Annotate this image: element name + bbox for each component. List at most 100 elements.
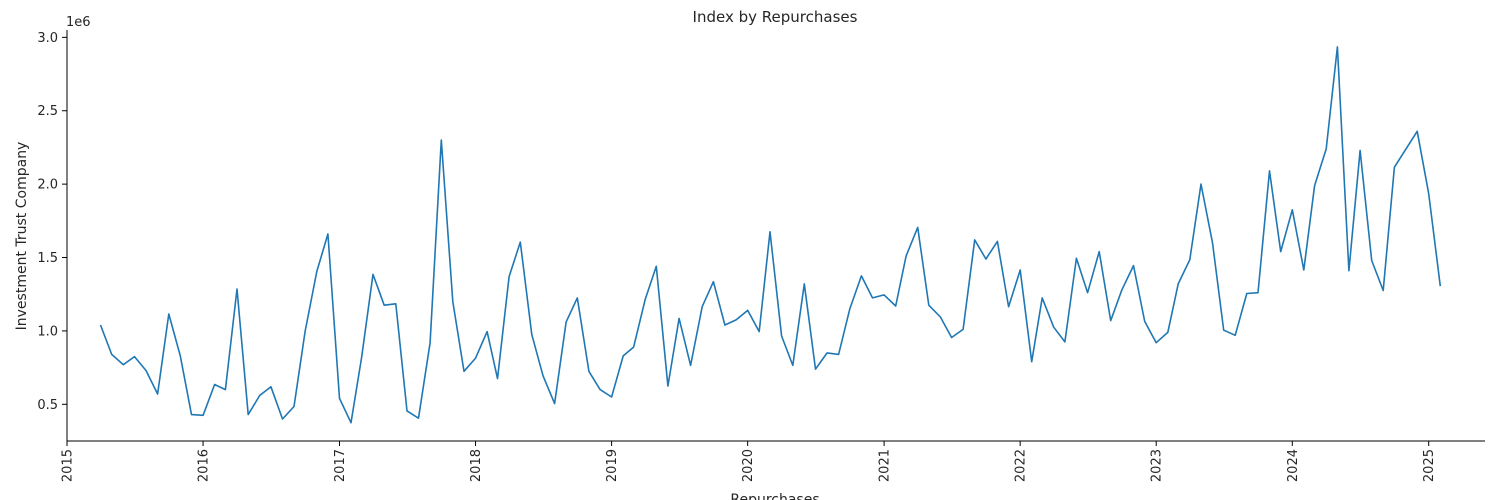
data-point	[350, 422, 352, 424]
data-point	[1416, 131, 1418, 133]
data-point	[633, 346, 635, 348]
data-point	[622, 355, 624, 357]
data-point	[1269, 170, 1271, 172]
data-point	[1041, 297, 1043, 299]
data-point	[191, 414, 193, 416]
data-point	[316, 271, 318, 273]
data-point	[1223, 329, 1225, 331]
data-point	[940, 316, 942, 318]
chart-title: Index by Repurchases	[693, 8, 858, 26]
data-point	[1144, 321, 1146, 323]
data-point	[1189, 259, 1191, 261]
data-point	[202, 415, 204, 417]
data-point	[1337, 46, 1339, 48]
data-point	[1303, 269, 1305, 271]
x-tick-label: 2015	[61, 449, 76, 482]
data-point	[1382, 290, 1384, 292]
data-point	[1371, 260, 1373, 262]
data-point	[327, 233, 329, 235]
data-point	[508, 276, 510, 278]
data-point	[1098, 251, 1100, 253]
data-point	[259, 395, 261, 397]
data-point	[383, 304, 385, 306]
data-point	[304, 330, 306, 332]
data-point	[236, 288, 238, 290]
data-point	[701, 306, 703, 308]
data-point	[1246, 293, 1248, 295]
series-line	[99, 46, 1442, 424]
data-point	[895, 305, 897, 307]
data-point	[883, 294, 885, 296]
x-tick-label: 2017	[333, 449, 348, 482]
x-tick-label: 2019	[605, 449, 620, 482]
data-point	[497, 378, 499, 380]
data-point	[1200, 183, 1202, 185]
data-point	[1110, 320, 1112, 322]
data-point	[1280, 251, 1282, 253]
data-point	[214, 384, 216, 386]
data-point	[1133, 265, 1135, 267]
y-tick-label: 1.0	[37, 324, 58, 339]
data-point	[486, 331, 488, 333]
data-point	[157, 393, 159, 395]
x-tick-label: 2022	[1014, 449, 1029, 482]
data-point	[1053, 326, 1055, 328]
y-tick-label: 2.5	[37, 104, 58, 119]
data-point	[804, 283, 806, 285]
x-axis-ticks: 2015 2016 2017 2018 2019 2020 2021 2022 2023 2024…	[61, 441, 1437, 482]
data-point	[792, 365, 794, 367]
y-axis-ticks: 0.5 1.0 1.5 2.0 2.5 3.0	[37, 31, 67, 413]
data-point	[917, 227, 919, 229]
data-point	[1314, 185, 1316, 187]
data-point	[293, 406, 295, 408]
x-tick-label: 2018	[469, 449, 484, 482]
data-point	[247, 414, 249, 416]
data-point	[1257, 292, 1259, 294]
data-point	[145, 370, 147, 372]
data-point	[1359, 150, 1361, 152]
data-point	[452, 301, 454, 303]
data-point	[588, 371, 590, 373]
x-tick-label: 2021	[878, 449, 893, 482]
x-tick-label: 2025	[1422, 449, 1437, 482]
data-point	[1019, 269, 1021, 271]
x-axis-title: Repurchases	[730, 492, 819, 500]
data-point	[270, 386, 272, 388]
data-point	[815, 368, 817, 370]
y-scale-label: 1e6	[66, 15, 91, 30]
data-point	[611, 396, 613, 398]
data-point	[577, 297, 579, 299]
data-point	[985, 258, 987, 260]
y-tick-label: 0.5	[37, 398, 58, 413]
data-point	[1087, 292, 1089, 294]
data-point	[861, 275, 863, 277]
data-point	[1155, 342, 1157, 344]
data-point	[1394, 166, 1396, 168]
data-point	[339, 398, 341, 400]
data-point	[418, 417, 420, 419]
data-point	[565, 321, 567, 323]
y-tick-label: 3.0	[37, 31, 58, 46]
data-point	[1031, 361, 1033, 363]
data-point	[690, 365, 692, 367]
data-point	[962, 329, 964, 331]
data-point	[1121, 289, 1123, 291]
data-point	[225, 389, 227, 391]
data-point	[100, 324, 102, 326]
data-point	[599, 389, 601, 391]
y-tick-label: 1.5	[37, 251, 58, 266]
y-tick-label: 2.0	[37, 178, 58, 193]
data-point	[429, 342, 431, 344]
data-point	[1405, 148, 1407, 150]
x-tick-label: 2020	[741, 449, 756, 482]
data-point	[1167, 332, 1169, 334]
data-point	[758, 331, 760, 333]
data-point	[554, 403, 556, 405]
data-point	[520, 241, 522, 243]
data-point	[134, 356, 136, 358]
y-axis-title: Investment Trust Company	[14, 142, 30, 331]
data-point	[928, 304, 930, 306]
data-point	[667, 385, 669, 387]
data-point	[974, 239, 976, 241]
data-point	[1440, 285, 1442, 287]
